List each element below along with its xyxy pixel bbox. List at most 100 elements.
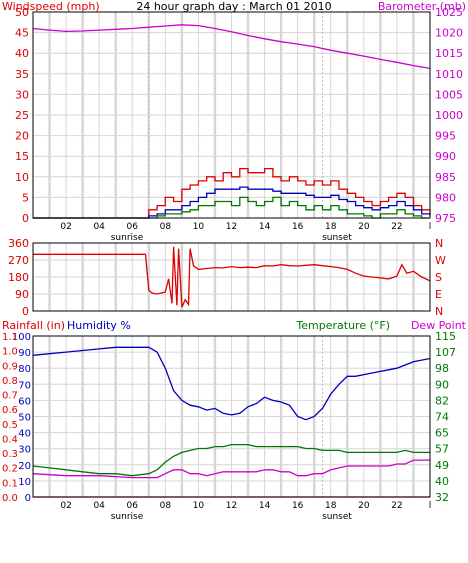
x-tick-label: 14 <box>259 222 271 232</box>
humidity-x-tick-labels: 02 04 06 08 10 12 14 16 18 20 22 l <box>60 501 431 511</box>
y-tick-label: N <box>435 305 443 318</box>
series-line <box>33 167 431 219</box>
y-tick-label: 0.2 <box>2 464 18 475</box>
y-tick-label: 10 <box>18 477 31 488</box>
dewpoint-label: Dew Point <box>411 319 467 332</box>
y-tick-label: 270 <box>8 254 29 267</box>
x-tick-label: 06 <box>127 222 139 232</box>
y-tick-label: 32 <box>435 491 449 504</box>
y-tick-label: 40 <box>18 429 31 440</box>
y-tick-label: 0.7 <box>2 391 18 402</box>
x-tick-label: 20 <box>358 501 370 511</box>
y-tick-label: 40 <box>15 47 29 60</box>
x-tick-label: 10 <box>193 501 205 511</box>
direction-panel-frame <box>32 242 431 312</box>
sunset-label-1: sunset <box>322 233 352 243</box>
x-tick-label: 14 <box>259 501 271 511</box>
rain-humidity-temperature-panel: Rainfall (in) Humidity % Temperature (°F… <box>2 319 467 522</box>
y-tick-label: 90 <box>15 288 29 301</box>
wind-x-tick-labels: 02 04 06 08 10 12 14 16 18 20 22 l <box>60 222 431 232</box>
y-tick-label: 1000 <box>435 109 463 122</box>
y-tick-label: 115 <box>435 330 456 343</box>
y-tick-label: 100 <box>12 332 31 343</box>
chart-title: 24 hour graph day : March 01 2010 <box>136 0 331 13</box>
y-tick-label: 70 <box>18 380 31 391</box>
x-tick-label: l <box>429 222 432 232</box>
x-tick-label: 22 <box>391 501 402 511</box>
y-tick-label: 50 <box>15 6 29 19</box>
y-tick-label: 15 <box>15 150 29 163</box>
direction-degree-labels: 0 90 180 270 360 <box>8 237 29 318</box>
x-tick-label: l <box>429 501 432 511</box>
x-tick-label: 12 <box>226 222 237 232</box>
y-tick-label: 985 <box>435 171 456 184</box>
y-tick-label: 49 <box>435 459 449 472</box>
y-tick-label: 0.0 <box>2 493 18 504</box>
y-tick-label: 360 <box>8 237 29 250</box>
wind-panel-frame <box>32 11 431 219</box>
y-tick-label: 57 <box>435 443 449 456</box>
y-tick-label: 60 <box>18 396 31 407</box>
y-tick-label: 25 <box>15 109 29 122</box>
y-tick-label: 1.0 <box>2 347 18 358</box>
barometer-label: Barometer (mb) <box>378 0 466 13</box>
y-tick-label: 0 <box>22 305 29 318</box>
x-tick-label: 12 <box>226 501 237 511</box>
x-tick-label: 06 <box>127 501 139 511</box>
y-tick-label: 1015 <box>435 47 463 60</box>
temperature-label: Temperature (°F) <box>295 319 390 332</box>
y-tick-label: 0.5 <box>2 420 18 431</box>
y-tick-label: 180 <box>8 271 29 284</box>
x-tick-label: 18 <box>325 222 337 232</box>
y-tick-label: 975 <box>435 212 456 225</box>
y-tick-label: 1020 <box>435 27 463 40</box>
y-tick-label: 30 <box>18 445 31 456</box>
x-tick-label: 16 <box>292 222 304 232</box>
x-tick-label: 04 <box>93 222 105 232</box>
y-tick-label: 50 <box>18 413 31 424</box>
x-tick-label: 22 <box>391 222 402 232</box>
series-line <box>33 186 431 219</box>
y-tick-label: 0.4 <box>2 434 18 445</box>
y-tick-label: 0.9 <box>2 361 18 372</box>
y-tick-label: 1.1 <box>2 332 18 343</box>
y-tick-label: 0 <box>25 493 31 504</box>
y-tick-label: 20 <box>15 130 29 143</box>
humidity-tick-labels: 0 10 20 30 40 50 60 70 80 90 100 <box>12 332 31 504</box>
y-tick-label: 0.6 <box>2 405 18 416</box>
y-tick-label: S <box>435 271 442 284</box>
sunset-label-2: sunset <box>322 512 352 522</box>
humidity-label: Humidity % <box>67 319 131 332</box>
y-tick-label: 98 <box>435 362 449 375</box>
x-tick-label: 18 <box>325 501 337 511</box>
windspeed-label: Windspeed (mph) <box>2 0 100 13</box>
y-tick-label: 80 <box>18 364 31 375</box>
y-tick-label: 82 <box>435 394 449 407</box>
y-tick-label: 5 <box>22 191 29 204</box>
y-tick-label: 45 <box>15 27 29 40</box>
y-tick-label: 35 <box>15 68 29 81</box>
x-tick-label: 16 <box>292 501 304 511</box>
y-tick-label: 65 <box>435 427 449 440</box>
y-tick-label: 74 <box>435 411 449 424</box>
x-tick-label: 10 <box>193 222 205 232</box>
x-tick-label: 20 <box>358 222 370 232</box>
y-tick-label: E <box>435 288 442 301</box>
y-tick-label: 40 <box>435 475 449 488</box>
series-line <box>33 246 431 308</box>
humidity-panel-frame <box>32 335 431 498</box>
y-tick-label: 20 <box>18 461 31 472</box>
y-tick-label: 0.1 <box>2 478 18 489</box>
x-tick-label: 02 <box>60 222 71 232</box>
y-tick-label: 0.8 <box>2 376 18 387</box>
y-tick-label: 0.3 <box>2 449 18 460</box>
y-tick-label: 980 <box>435 191 456 204</box>
temperature-tick-labels: 32 40 49 57 65 74 82 90 98 107 115 <box>435 330 456 504</box>
y-tick-label: 990 <box>435 150 456 163</box>
y-tick-label: 1005 <box>435 88 463 101</box>
sunrise-label-2: sunrise <box>111 512 144 522</box>
